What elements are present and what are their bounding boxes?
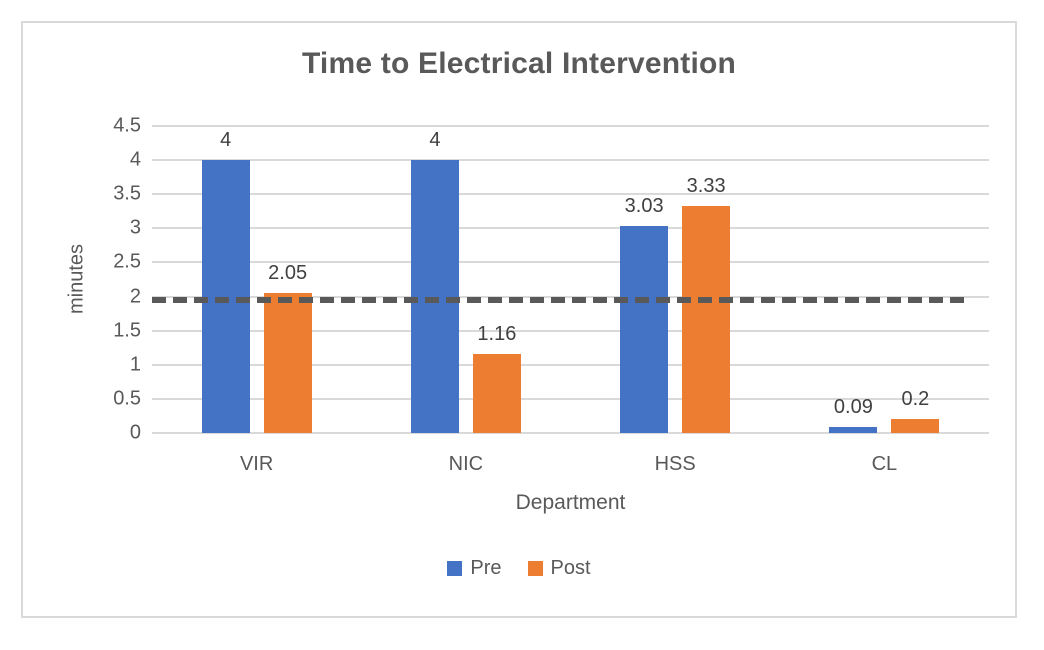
gridline [152, 227, 989, 230]
pre-bar-vir: 4 [201, 129, 250, 433]
legend-swatch-icon [527, 561, 543, 576]
y-tick-label: 0.5 [113, 387, 141, 410]
legend-item-post: Post [527, 557, 591, 580]
legend-label: Post [550, 557, 591, 579]
bar-group-cl: 0.09 0.2 [780, 126, 989, 433]
post-bar-vir: 2.05 [263, 262, 312, 433]
legend-item-pre: Pre [447, 557, 502, 580]
x-tick-label-vir: VIR [239, 453, 274, 475]
gridline [152, 159, 989, 162]
x-axis-title: Department [515, 491, 626, 514]
y-tick-label: 2.5 [113, 250, 141, 273]
data-label-pre-cl: 0.09 [833, 395, 873, 418]
y-tick-label: 1.5 [113, 319, 141, 342]
bar-groups: 4 2.05 4 1.16 3.03 3.33 0.09 0.2 [152, 126, 989, 433]
gridline [152, 397, 989, 400]
gridline [152, 193, 989, 196]
post-bar-nic: 1.16 [472, 323, 521, 433]
y-tick-label: 4 [129, 148, 141, 171]
bar-group-hss: 3.03 3.33 [571, 126, 780, 433]
pre-bar-cl: 0.09 [829, 396, 878, 433]
y-tick-label: 3 [129, 216, 141, 239]
y-axis-tick-labels: 4.5 4 3.5 3 2.5 2 1.5 1 0.5 0 [23, 115, 141, 444]
gridline [152, 295, 989, 298]
data-label-post-cl: 0.2 [901, 388, 930, 411]
legend-swatch-icon [447, 561, 463, 576]
x-tick-label-nic: NIC [448, 453, 484, 475]
post-bar-cl: 0.2 [891, 388, 940, 433]
data-label-post-nic: 1.16 [477, 322, 517, 345]
pre-bar-nic: 4 [410, 129, 459, 433]
gridline [152, 329, 989, 332]
data-label-pre-vir: 4 [220, 129, 232, 152]
chart-frame: Time to Electrical Intervention minutes … [21, 21, 1017, 618]
legend-label: Pre [470, 557, 502, 579]
y-tick-label: 0 [129, 421, 141, 444]
reference-dashed-line [152, 296, 969, 303]
gridline [152, 261, 989, 264]
x-tick-label-cl: CL [871, 453, 898, 475]
y-tick-label: 4.5 [113, 114, 141, 137]
bar-group-vir: 4 2.05 [152, 126, 361, 433]
data-label-pre-nic: 4 [429, 129, 441, 152]
plot-area: 4 2.05 4 1.16 3.03 3.33 0.09 0.2 [152, 125, 989, 434]
chart-legend: Pre Post [23, 557, 1015, 580]
x-axis-tick-labels: VIR NIC HSS CL [152, 453, 989, 476]
data-label-post-hss: 3.33 [686, 174, 726, 197]
pre-bar-hss: 3.03 [620, 195, 669, 433]
x-axis-line [152, 432, 989, 434]
data-label-pre-hss: 3.03 [624, 195, 664, 218]
bar-group-nic: 4 1.16 [361, 126, 570, 433]
y-tick-label: 3.5 [113, 182, 141, 205]
chart-title: Time to Electrical Intervention [301, 47, 737, 80]
x-tick-label-hss: HSS [654, 453, 696, 475]
post-bar-hss: 3.33 [682, 175, 731, 433]
gridline [152, 363, 989, 366]
y-tick-label: 2 [129, 285, 141, 308]
gridline [152, 125, 989, 127]
data-label-post-vir: 2.05 [268, 262, 308, 285]
y-tick-label: 1 [129, 353, 141, 376]
